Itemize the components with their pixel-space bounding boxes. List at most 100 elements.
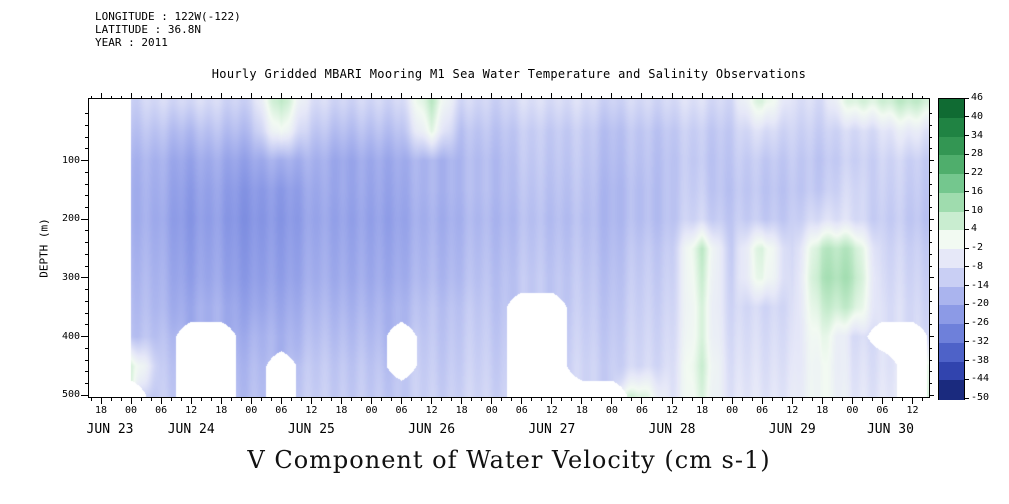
x-minor-tick [240,398,242,401]
x-minor-tick [661,398,663,401]
colorbar-tick-label: 4 [971,223,978,235]
x-tick-label: 06 [756,405,769,416]
x-major-tick-top [911,93,913,98]
x-major-tick [461,398,463,404]
y-minor-tick-right [930,300,932,302]
y-minor-tick-right [930,148,932,150]
colorbar-tick [965,116,969,118]
y-major-tick-right [930,160,934,162]
y-minor-tick-right [930,136,932,138]
x-minor-tick [511,398,513,401]
x-major-tick-top [340,93,342,98]
colorbar-band [939,155,964,175]
x-minor-tick [601,398,603,401]
x-major-tick-top [491,93,493,98]
x-major-tick-top [100,93,102,98]
y-minor-tick [85,207,88,209]
x-minor-tick-top [681,96,683,98]
colorbar-tick [965,97,969,99]
y-minor-tick-right [930,124,932,126]
colorbar-tick-label: -26 [971,317,990,328]
date-label: JUN 23 [86,422,134,437]
x-major-tick [851,398,853,404]
x-minor-tick-top [921,96,923,98]
date-label: JUN 25 [287,422,335,437]
x-tick-label: 18 [816,405,829,416]
y-tick-label: 300 [61,271,80,283]
x-minor-tick-top [180,96,182,98]
x-minor-tick [381,398,383,401]
y-minor-tick [85,148,88,150]
x-major-tick [310,398,312,404]
x-major-tick-top [881,93,883,98]
colorbar-tick-label: 10 [971,204,984,216]
colorbar-band [939,342,964,362]
x-major-tick [431,398,433,404]
x-tick-label: 18 [575,405,588,416]
x-tick-label: 06 [395,405,408,416]
x-major-tick [731,398,733,404]
x-tick-label: 18 [696,405,709,416]
x-minor-tick-top [651,96,653,98]
x-minor-tick-top [871,96,873,98]
x-minor-tick [90,398,92,401]
x-minor-tick [300,398,302,401]
x-minor-tick-top [831,96,833,98]
x-minor-tick-top [350,96,352,98]
x-major-tick [250,398,252,404]
x-minor-tick [270,398,272,401]
x-minor-tick-top [471,96,473,98]
y-minor-tick [85,359,88,361]
colorbar-tick [965,341,969,343]
x-minor-tick [411,398,413,401]
x-tick-label: 12 [906,405,919,416]
x-minor-tick [621,398,623,401]
x-minor-tick [290,398,292,401]
x-tick-label: 18 [215,405,228,416]
x-minor-tick-top [711,96,713,98]
x-minor-tick-top [751,96,753,98]
x-major-tick-top [130,93,132,98]
colorbar-band [939,136,964,156]
y-major-tick [81,160,88,162]
x-tick-label: 00 [365,405,378,416]
x-minor-tick-top [561,96,563,98]
x-minor-tick-top [260,96,262,98]
x-major-tick [401,398,403,404]
x-minor-tick-top [721,96,723,98]
x-minor-tick-top [391,96,393,98]
year-label: YEAR : 2011 [95,36,168,49]
x-major-tick [130,398,132,404]
plot-frame [88,98,930,398]
colorbar-band [939,324,964,344]
plot-title: Hourly Gridded MBARI Mooring M1 Sea Wate… [211,67,807,81]
y-minor-tick [85,347,88,349]
x-minor-tick-top [601,96,603,98]
colorbar-band [939,117,964,137]
x-minor-tick-top [531,96,533,98]
colorbar-tick-label: -20 [971,298,990,310]
x-tick-label: 00 [726,405,739,416]
x-minor-tick [501,398,503,401]
x-minor-tick [841,398,843,401]
colorbar-tick-label: 16 [971,185,984,197]
x-minor-tick [481,398,483,401]
x-major-tick [551,398,553,404]
x-minor-tick [721,398,723,401]
x-minor-tick-top [501,96,503,98]
x-minor-tick [681,398,683,401]
x-minor-tick [811,398,813,401]
x-major-tick [340,398,342,404]
x-tick-label: 06 [155,405,168,416]
y-minor-tick-right [930,371,932,373]
colorbar-tick-label: 34 [971,129,984,141]
x-major-tick-top [851,93,853,98]
y-major-tick [81,336,88,338]
x-major-tick [280,398,282,404]
x-minor-tick [471,398,473,401]
colorbar-tick [965,378,969,380]
x-minor-tick-top [110,96,112,98]
x-major-tick-top [731,93,733,98]
y-major-tick-right [930,218,934,220]
